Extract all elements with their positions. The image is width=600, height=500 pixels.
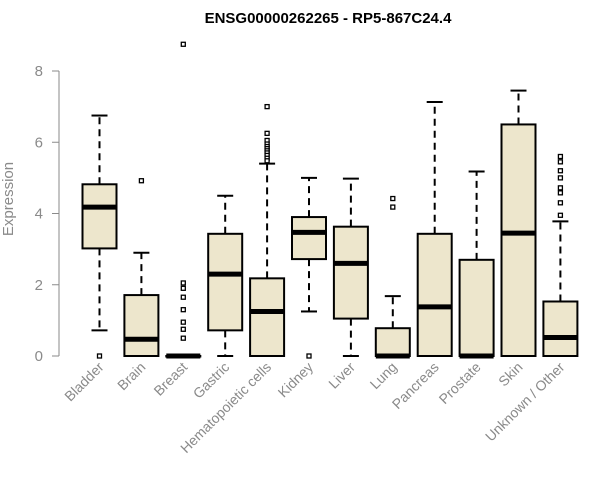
outlier-point bbox=[180, 294, 186, 300]
box-brain bbox=[123, 178, 160, 357]
box-skin bbox=[500, 89, 537, 357]
box-iqr bbox=[249, 277, 286, 357]
x-tick-label: Lung bbox=[367, 359, 400, 392]
box-lung bbox=[374, 195, 411, 359]
outlier-point bbox=[180, 280, 186, 286]
box-unknown-other bbox=[542, 153, 579, 357]
box-breast bbox=[165, 41, 202, 359]
box-iqr bbox=[81, 183, 118, 250]
box-hematopoietic-cells bbox=[249, 103, 286, 357]
y-axis: 0 2 4 6 8 bbox=[35, 63, 60, 365]
y-tick-label: 4 bbox=[35, 206, 43, 223]
chart-title: ENSG00000262265 - RP5-867C24.4 bbox=[205, 10, 452, 27]
box-prostate bbox=[458, 170, 495, 359]
box-bladder bbox=[81, 114, 118, 359]
box-gastric bbox=[207, 194, 244, 357]
x-tick-label: Skin bbox=[495, 359, 526, 390]
box-iqr bbox=[291, 216, 327, 261]
box-iqr bbox=[458, 258, 495, 357]
outlier-point bbox=[264, 103, 270, 110]
outlier-point bbox=[557, 153, 564, 160]
y-axis-label: Expression bbox=[0, 162, 17, 236]
box-iqr bbox=[374, 327, 411, 357]
boxes-group bbox=[81, 41, 579, 359]
outlier-point bbox=[557, 168, 564, 174]
box-iqr bbox=[542, 300, 579, 357]
x-tick-label: Breast bbox=[150, 359, 190, 399]
box-iqr bbox=[416, 232, 453, 357]
box-iqr bbox=[123, 294, 160, 357]
y-tick-label: 8 bbox=[35, 63, 43, 80]
outlier-point bbox=[557, 185, 564, 191]
box-iqr bbox=[207, 232, 244, 332]
outlier-point bbox=[390, 195, 396, 202]
outlier-point bbox=[557, 212, 564, 218]
outlier-point bbox=[306, 353, 312, 359]
box-iqr bbox=[332, 225, 369, 320]
box-liver bbox=[332, 177, 369, 357]
box-iqr bbox=[500, 123, 537, 357]
x-tick-label: Pancreas bbox=[389, 359, 442, 412]
outlier-point bbox=[557, 200, 564, 206]
y-tick-label: 2 bbox=[35, 277, 43, 294]
x-tick-label: Kidney bbox=[275, 359, 317, 401]
outlier-point bbox=[557, 190, 564, 196]
outlier-point bbox=[180, 335, 186, 341]
box-pancreas bbox=[416, 100, 453, 357]
outlier-point bbox=[264, 158, 270, 164]
x-tick-label: Prostate bbox=[436, 359, 484, 407]
x-tick-label: Liver bbox=[325, 359, 358, 392]
outlier-point bbox=[180, 319, 186, 325]
outlier-point bbox=[390, 204, 396, 210]
outlier-point bbox=[557, 175, 564, 181]
outlier-point bbox=[180, 326, 186, 332]
y-tick-label: 0 bbox=[35, 348, 43, 365]
y-tick-label: 6 bbox=[35, 134, 43, 151]
outlier-point bbox=[96, 353, 103, 359]
outlier-point bbox=[264, 130, 270, 136]
outlier-point bbox=[180, 307, 186, 313]
box-kidney bbox=[291, 176, 327, 359]
x-tick-label: Unknown / Other bbox=[482, 359, 568, 445]
x-tick-label: Bladder bbox=[61, 359, 107, 405]
outlier-point bbox=[180, 285, 186, 291]
x-tick-label: Brain bbox=[114, 359, 148, 393]
outlier-point bbox=[180, 41, 186, 47]
outlier-point bbox=[557, 159, 564, 165]
outlier-point bbox=[138, 178, 145, 184]
